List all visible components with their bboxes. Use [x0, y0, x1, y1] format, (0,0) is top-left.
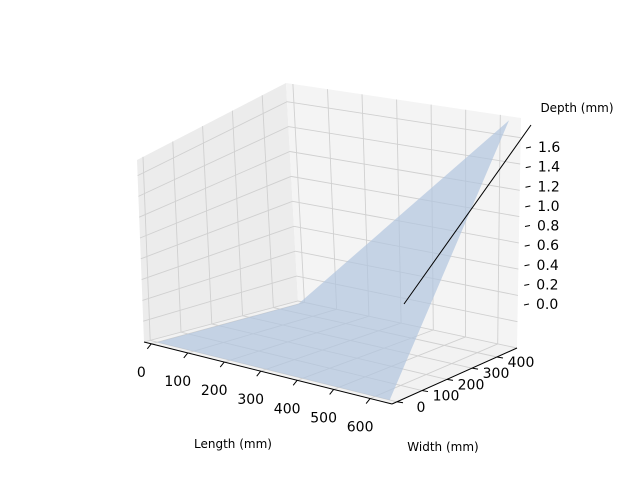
z-tick-mark: [524, 244, 530, 247]
z-tick-mark: [525, 185, 531, 188]
y-tick-mark: [471, 367, 479, 370]
surface-patch: [157, 120, 509, 401]
z-grid-line: [138, 126, 521, 197]
x-axis-line: [143, 341, 393, 405]
x-tick-mark: [365, 398, 371, 404]
x-tick-label: 400: [274, 401, 301, 417]
x-tick-label: 500: [310, 410, 337, 426]
x-tick-mark: [256, 370, 262, 377]
y-tick-label: 0: [417, 400, 426, 416]
z-tick-label: 0.4: [537, 258, 559, 274]
x-tick-mark: [183, 352, 189, 359]
z-tick-label: 0.6: [537, 238, 559, 254]
z-tick-mark: [523, 303, 530, 306]
y-tick-label: 400: [508, 355, 535, 371]
z-tick-label: 1.2: [538, 179, 560, 195]
y-tick-label: 200: [458, 377, 485, 393]
x-tick-label: 300: [237, 392, 264, 408]
x-tick-label: 0: [137, 365, 146, 381]
x-tick-mark: [146, 343, 152, 350]
y-tick-mark: [446, 378, 454, 381]
z-tick-mark: [525, 205, 531, 208]
z-axis-label: Depth (mm): [540, 101, 613, 115]
x-tick-mark: [329, 389, 335, 395]
axis-lines: [143, 124, 532, 405]
y-tick-label: 100: [433, 389, 460, 405]
z-tick-label: 0.0: [536, 297, 558, 313]
z-grid-line: [143, 300, 518, 349]
z-axis-line: [403, 124, 532, 305]
x-tick-label: 200: [201, 383, 228, 399]
y-tick-mark: [496, 356, 504, 359]
z-tick-mark: [524, 225, 531, 227]
y-tick-mark: [421, 390, 429, 393]
z-tick-label: 0.8: [537, 219, 559, 235]
surface-plane: [157, 120, 509, 401]
z-tick-mark: [525, 146, 532, 149]
x-tick-mark: [292, 379, 298, 386]
z-tick-label: 0.2: [536, 277, 558, 293]
z-tick-mark: [524, 264, 530, 267]
y-axis-line: [391, 347, 518, 405]
z-grid-line: [143, 275, 518, 323]
tick-labels: 010020030040050060001002003004000.00.20.…: [137, 140, 561, 436]
z-tick-label: 1.6: [538, 140, 560, 156]
x-axis-label: Length (mm): [194, 437, 272, 451]
z-grid-line: [139, 151, 520, 218]
z-tick-mark: [525, 166, 531, 169]
z-grid-line: [137, 101, 521, 177]
z-tick-label: 1.4: [538, 160, 560, 176]
z-tick-label: 1.0: [537, 199, 559, 215]
z-grid-line: [142, 250, 518, 301]
y-axis-label: Width (mm): [407, 440, 478, 454]
y-tick-label: 300: [483, 366, 510, 382]
x-tick-label: 600: [347, 420, 374, 436]
y-tick-mark: [396, 401, 404, 404]
x-tick-mark: [219, 361, 225, 368]
left-pane: [137, 83, 298, 342]
z-tick-mark: [524, 283, 530, 286]
x-tick-label: 100: [164, 374, 191, 390]
